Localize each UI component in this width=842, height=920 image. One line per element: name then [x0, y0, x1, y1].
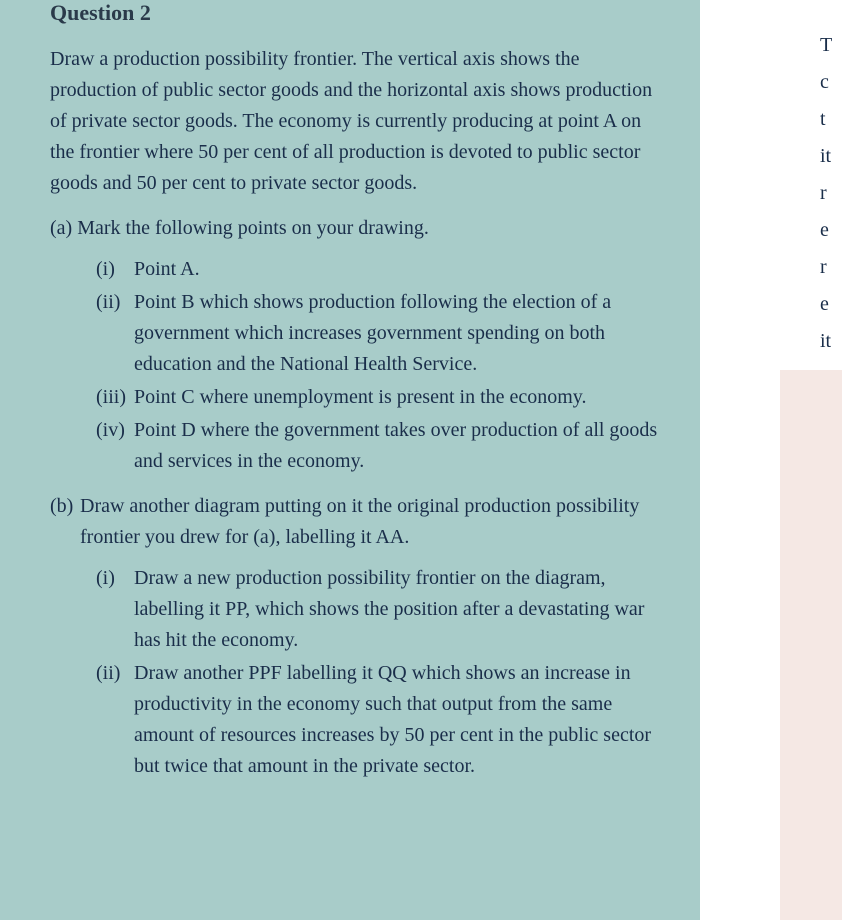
cutoff-text-right: T c t it r e r e it	[820, 30, 840, 363]
part-b-subitems: (i) Draw a new production possibility fr…	[96, 563, 670, 782]
list-item: (iii) Point C where unemployment is pres…	[96, 382, 670, 413]
edge-char: it	[820, 141, 840, 172]
sub-text: Point D where the government takes over …	[134, 415, 670, 477]
question-intro: Draw a production possibility frontier. …	[50, 44, 670, 199]
list-item: (i) Draw a new production possibility fr…	[96, 563, 670, 656]
sub-label: (iv)	[96, 415, 134, 477]
sub-label: (iii)	[96, 382, 134, 413]
edge-char: c	[820, 67, 840, 98]
edge-char: r	[820, 252, 840, 283]
sub-label: (ii)	[96, 658, 134, 782]
edge-char: it	[820, 326, 840, 357]
question-page: Question 2 Draw a production possibility…	[0, 0, 700, 920]
part-b: (b) Draw another diagram putting on it t…	[50, 491, 670, 553]
part-a-text: Mark the following points on your drawin…	[77, 217, 429, 239]
list-item: (ii) Draw another PPF labelling it QQ wh…	[96, 658, 670, 782]
part-a-label: (a)	[50, 217, 72, 239]
list-item: (iv) Point D where the government takes …	[96, 415, 670, 477]
sub-text: Point B which shows production following…	[134, 287, 670, 380]
list-item: (ii) Point B which shows production foll…	[96, 287, 670, 380]
sub-text: Point A.	[134, 254, 670, 285]
sub-text: Draw another PPF labelling it QQ which s…	[134, 658, 670, 782]
list-item: (i) Point A.	[96, 254, 670, 285]
sub-label: (i)	[96, 254, 134, 285]
question-heading: Question 2	[50, 0, 670, 26]
part-a-subitems: (i) Point A. (ii) Point B which shows pr…	[96, 254, 670, 477]
part-b-label: (b)	[50, 491, 80, 553]
sub-label: (ii)	[96, 287, 134, 380]
edge-char: e	[820, 215, 840, 246]
part-b-text: Draw another diagram putting on it the o…	[80, 491, 670, 553]
edge-char: t	[820, 104, 840, 135]
edge-char: r	[820, 178, 840, 209]
edge-char: e	[820, 289, 840, 320]
right-pink-strip	[780, 370, 842, 920]
sub-text: Point C where unemployment is present in…	[134, 382, 670, 413]
part-a: (a) Mark the following points on your dr…	[50, 213, 670, 244]
sub-label: (i)	[96, 563, 134, 656]
edge-char: T	[820, 30, 840, 61]
sub-text: Draw a new production possibility fronti…	[134, 563, 670, 656]
